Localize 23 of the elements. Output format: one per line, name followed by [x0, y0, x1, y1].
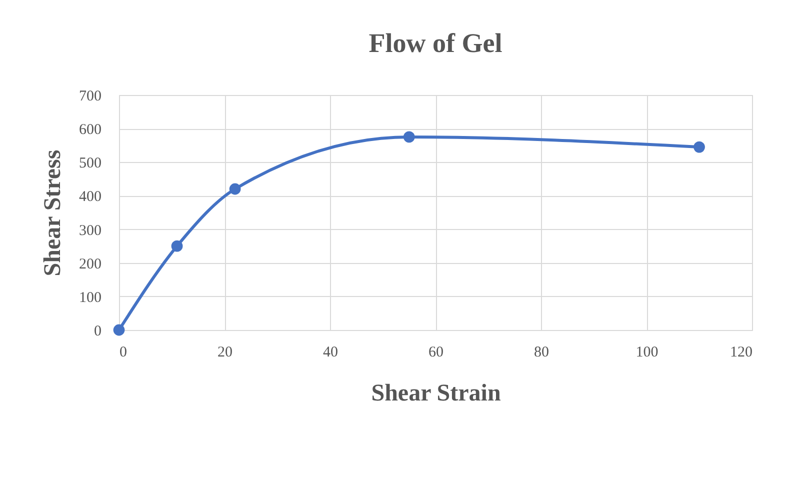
y-tick-label: 300 — [79, 222, 102, 239]
y-tick-label: 700 — [79, 88, 102, 104]
x-tick-label: 40 — [323, 344, 338, 360]
point — [113, 324, 125, 336]
y-tick-label: 600 — [79, 122, 102, 138]
point — [229, 183, 241, 195]
point — [171, 240, 183, 252]
y-tick-label: 100 — [79, 290, 102, 306]
point — [403, 131, 415, 143]
y-tick-label: 400 — [79, 189, 102, 206]
y-axis-title: Shear Stress — [40, 150, 66, 276]
x-tick-label: 60 — [428, 344, 444, 360]
chart-title: Flow of Gel — [368, 28, 503, 58]
x-tick-label: 0 — [120, 344, 127, 360]
y-tick-label: 0 — [94, 324, 102, 340]
point — [694, 141, 705, 153]
x-axis-title: Shear Strain — [371, 380, 501, 406]
y-tick-label: 200 — [79, 256, 102, 272]
x-tick-label: 100 — [636, 344, 658, 360]
x-tick-label: 20 — [218, 344, 232, 360]
y-tick-label: 500 — [79, 156, 102, 172]
x-tick-label: 120 — [730, 344, 752, 360]
x-tick-label: 80 — [534, 344, 549, 360]
